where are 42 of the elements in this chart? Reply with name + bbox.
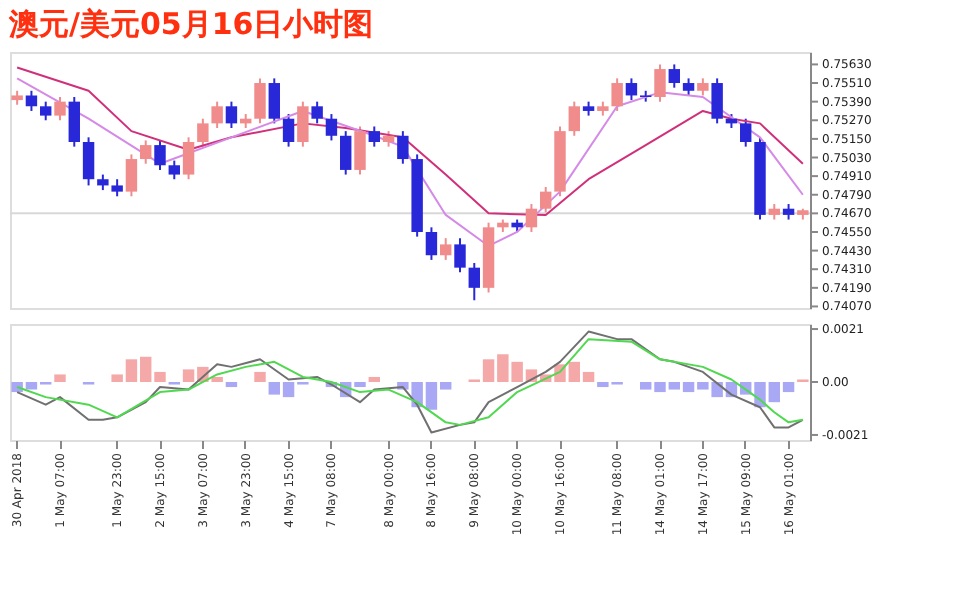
candlestick (611, 77, 623, 112)
candlestick (211, 100, 223, 130)
candlestick (225, 100, 238, 130)
candlestick (368, 125, 380, 148)
candlestick (54, 95, 66, 122)
candlestick (268, 77, 280, 125)
candlestick (297, 100, 309, 148)
bar (254, 371, 266, 382)
candlestick (197, 117, 209, 148)
candlestick (568, 100, 580, 137)
candlestick (425, 226, 438, 261)
candlestick (711, 77, 723, 125)
chart-title: 澳元/美元05月16日小时图 (7, 6, 374, 42)
candlestick (282, 113, 295, 148)
candlestick (654, 63, 666, 103)
candlestick (125, 153, 138, 198)
candlestick (82, 136, 95, 187)
candlestick (668, 63, 680, 89)
bar (225, 382, 238, 388)
candlestick (468, 262, 480, 302)
candlestick (525, 203, 538, 233)
candlestick (40, 100, 52, 122)
candlestick (140, 139, 152, 165)
candlestick (311, 100, 323, 125)
candlestick (168, 159, 180, 181)
candlestick (625, 77, 638, 102)
candlestick (254, 77, 266, 125)
candlestick (540, 185, 552, 215)
candlestick (740, 117, 752, 148)
candlestick (182, 136, 195, 181)
line-series (16, 66, 804, 216)
candlestick (354, 125, 366, 176)
candlestick (454, 237, 466, 274)
candlestick (68, 95, 80, 148)
candlestick (397, 130, 409, 165)
candlestick (25, 89, 38, 112)
candlestick (340, 130, 352, 176)
bar (368, 376, 380, 382)
candlestick (154, 139, 166, 171)
candlestick (440, 237, 452, 261)
candlestick (325, 113, 338, 142)
bar (54, 374, 66, 382)
